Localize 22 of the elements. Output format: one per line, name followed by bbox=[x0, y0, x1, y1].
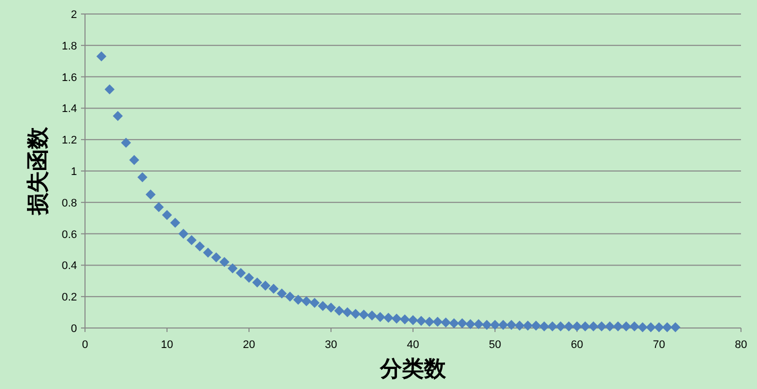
y-tick-label: 0.6 bbox=[62, 228, 77, 241]
y-tick-label: 1 bbox=[70, 166, 77, 178]
x-tick-label: 30 bbox=[324, 339, 338, 351]
y-axis-title: 损失函数 bbox=[25, 126, 50, 216]
x-tick-label: 50 bbox=[488, 339, 502, 351]
y-tick-label: 0.4 bbox=[62, 260, 77, 272]
y-tick-label: 1.6 bbox=[62, 72, 77, 84]
y-tick-label: 2 bbox=[70, 9, 77, 21]
y-tick-label: 1.2 bbox=[62, 134, 77, 147]
x-tick-label: 70 bbox=[652, 339, 666, 351]
y-tick-label: 0.2 bbox=[62, 292, 77, 304]
y-tick-label: 1.4 bbox=[62, 103, 77, 116]
x-tick-label: 60 bbox=[570, 339, 584, 351]
x-axis-title: 分类数 bbox=[379, 356, 447, 381]
y-tick-label: 0 bbox=[70, 323, 77, 335]
x-tick-label: 10 bbox=[160, 339, 174, 351]
x-tick-label: 20 bbox=[242, 339, 256, 351]
x-tick-label: 40 bbox=[406, 339, 420, 351]
y-tick-label: 0.8 bbox=[62, 197, 77, 210]
x-tick-label: 80 bbox=[734, 339, 748, 351]
x-tick-label: 0 bbox=[82, 339, 88, 351]
y-tick-label: 1.8 bbox=[62, 40, 77, 52]
